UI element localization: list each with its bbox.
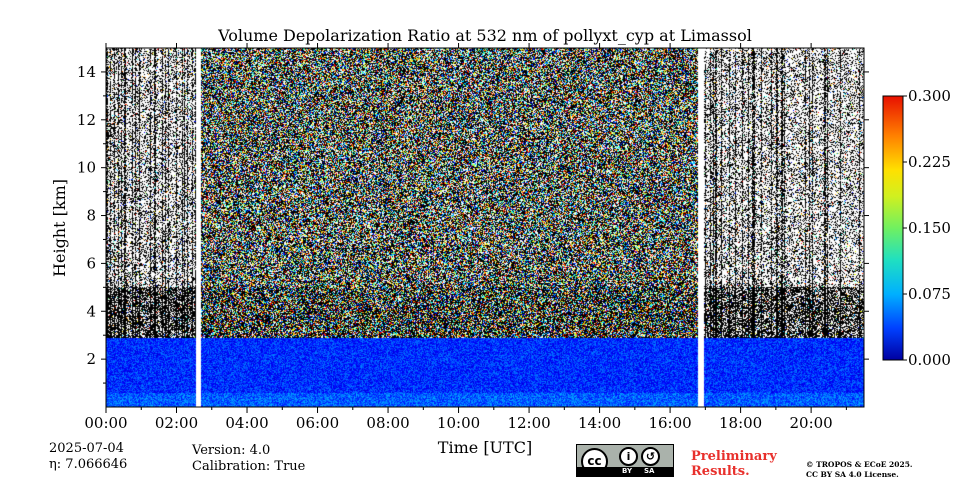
results-text: Results. — [691, 464, 750, 479]
license-note: © TROPOS & ECoE 2025. CC BY SA 4.0 Licen… — [806, 460, 913, 480]
x-tick-label: 02:00 — [155, 414, 198, 432]
chart-title: Volume Depolarization Ratio at 532 nm of… — [217, 26, 752, 45]
colorbar-axis: 0.000 0.075 0.150 0.225 0.300 — [903, 87, 951, 369]
colorbar-tick-label: 0.075 — [908, 285, 951, 303]
meta-eta: η: 7.066646 — [49, 457, 128, 472]
x-tick-label: 06:00 — [296, 414, 339, 432]
x-tick-label: 08:00 — [366, 414, 409, 432]
x-tick-label: 00:00 — [84, 414, 127, 432]
license-line-1: © TROPOS & ECoE 2025. — [806, 460, 913, 469]
y-tick-label: 14 — [77, 63, 96, 81]
meta-version-block: Version: 4.0 Calibration: True — [192, 443, 305, 475]
x-tick-label: 12:00 — [507, 414, 550, 432]
preliminary-text: Preliminary — [691, 449, 777, 464]
preliminary-label: Preliminary Results. — [691, 449, 777, 479]
y-tick-label: 10 — [77, 159, 96, 177]
heatmap-image — [106, 48, 864, 407]
x-tick-label: 20:00 — [789, 414, 832, 432]
meta-calibration: Calibration: True — [192, 459, 306, 474]
license-line-2: CC BY SA 4.0 License. — [806, 470, 899, 479]
cc-sa-label: SA — [644, 467, 655, 475]
colorbar — [882, 95, 904, 361]
y-tick-label: 4 — [86, 302, 96, 320]
x-axis-label: Time [UTC] — [438, 438, 532, 457]
y-axis-label: Height [km] — [50, 179, 69, 277]
y-tick-label: 8 — [86, 207, 96, 225]
colorbar-tick-label: 0.225 — [908, 153, 951, 171]
cc-icon-text: cc — [587, 454, 602, 468]
colorbar-tick-label: 0.300 — [908, 87, 951, 105]
x-tick-label: 18:00 — [719, 414, 762, 432]
cc-by-label: BY — [622, 467, 633, 475]
meta-version: Version: 4.0 — [192, 443, 271, 458]
plot-frame — [105, 47, 865, 408]
y-tick-label: 2 — [86, 350, 96, 368]
cc-sa-icon: ↺ — [641, 447, 660, 466]
meta-date: 2025-07-04 — [49, 441, 124, 456]
x-axis: 00:00 02:00 04:00 06:00 08:00 10:00 12:00 14:00… — [84, 43, 847, 432]
x-tick-label: 16:00 — [648, 414, 691, 432]
y-tick-label: 6 — [86, 254, 96, 272]
cc-license-badge: cc i ↺ BY SA — [576, 444, 674, 477]
colorbar-tick-label: 0.150 — [908, 219, 951, 237]
cc-by-icon: i — [619, 447, 638, 466]
y-axis: 2 4 6 8 10 12 14 — [77, 63, 869, 384]
x-tick-label: 10:00 — [437, 414, 480, 432]
x-tick-label: 04:00 — [225, 414, 268, 432]
y-tick-label: 12 — [77, 111, 96, 129]
x-tick-label: 14:00 — [578, 414, 621, 432]
heatmap-field — [106, 48, 864, 407]
meta-date-block: 2025-07-04 η: 7.066646 — [49, 441, 127, 473]
colorbar-tick-label: 0.000 — [908, 351, 951, 369]
